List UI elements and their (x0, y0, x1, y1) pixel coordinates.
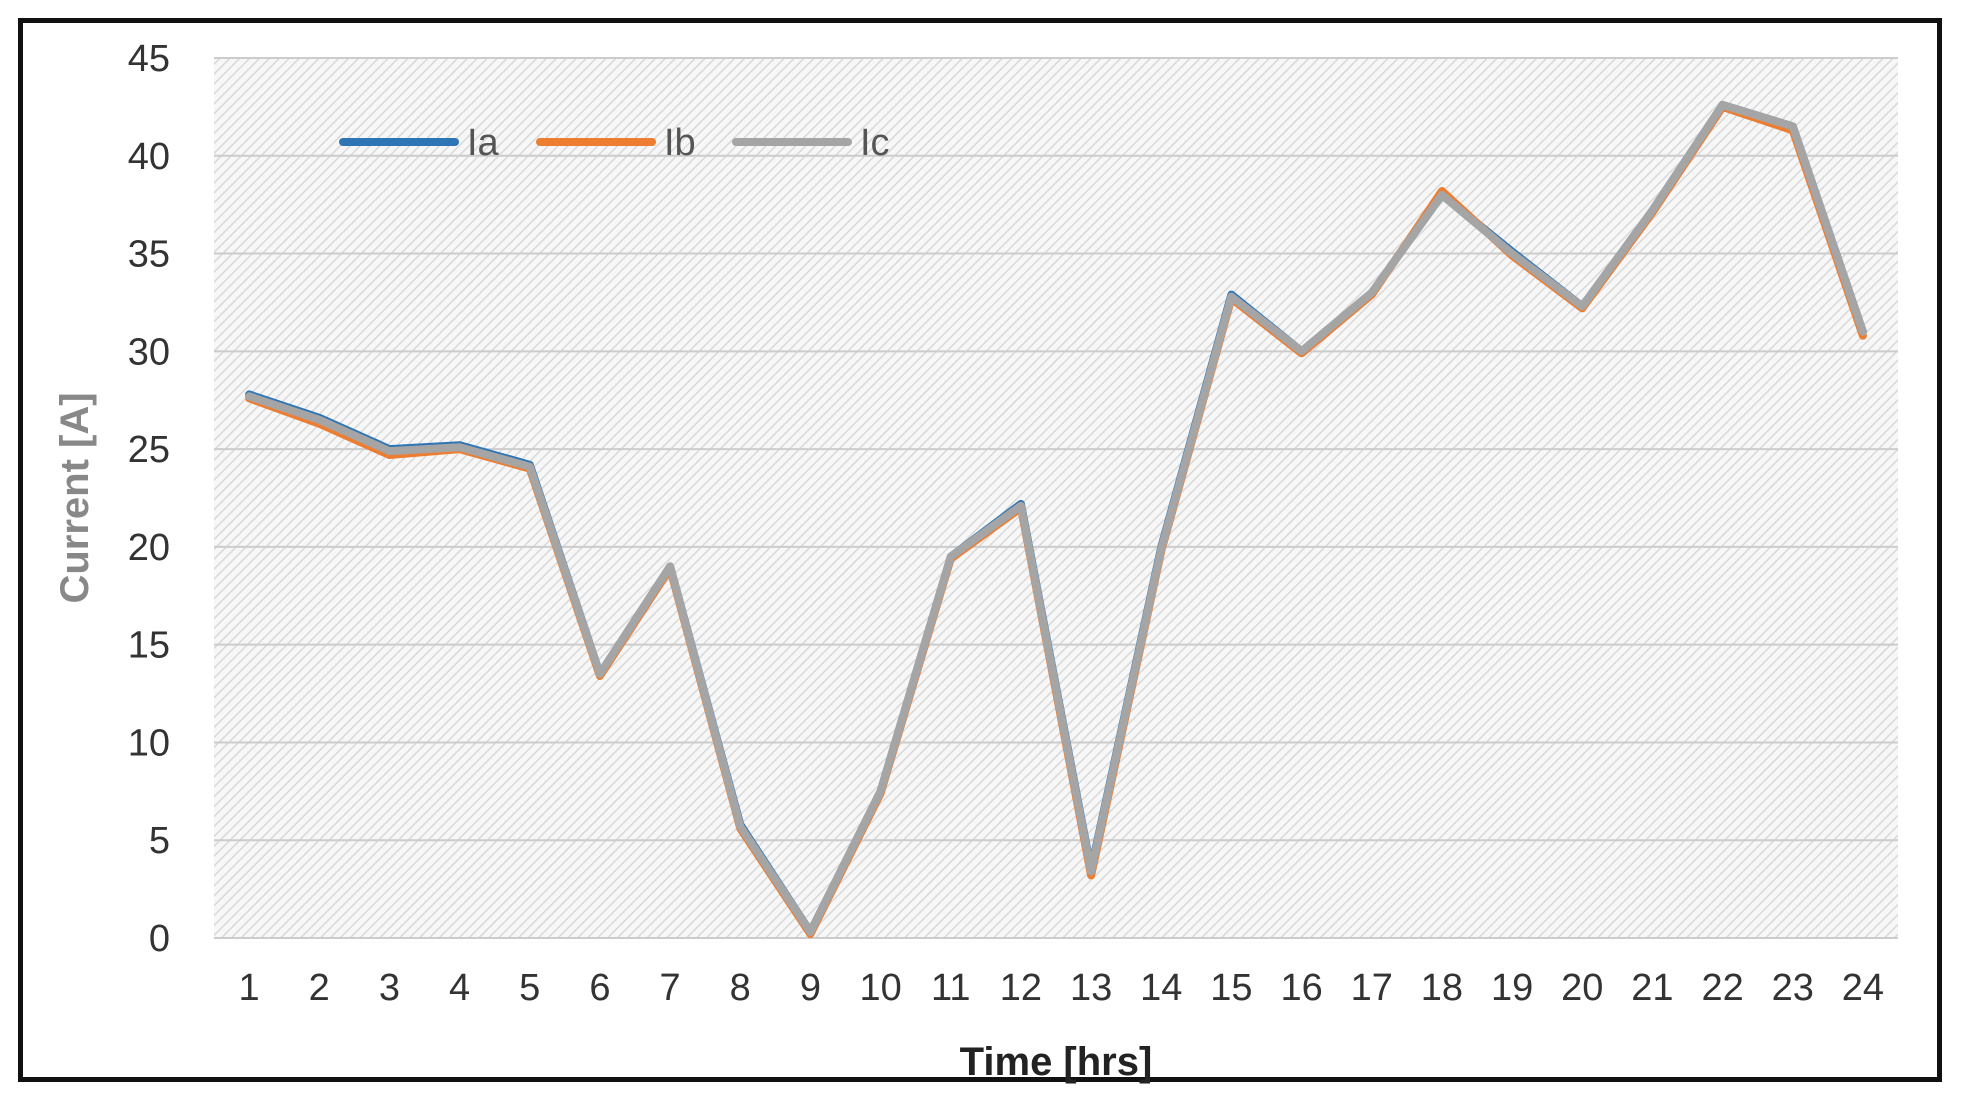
y-tick-label: 0 (149, 918, 170, 960)
x-tick-label: 10 (859, 967, 901, 1009)
x-tick-label: 9 (800, 967, 821, 1009)
x-tick-label: 5 (519, 967, 540, 1009)
x-tick-label: 15 (1210, 967, 1252, 1009)
x-tick-label: 3 (379, 967, 400, 1009)
x-tick-label: 21 (1631, 967, 1673, 1009)
plot-area (214, 58, 1898, 938)
x-tick-label: 6 (589, 967, 610, 1009)
x-tick-label: 16 (1280, 967, 1322, 1009)
y-tick-label: 30 (128, 331, 170, 373)
y-tick-label: 15 (128, 625, 170, 667)
legend-label-ic: Ic (860, 122, 890, 164)
x-tick-label: 13 (1070, 967, 1112, 1009)
legend-label-ib: Ib (664, 122, 696, 164)
x-axis-title: Time [hrs] (960, 1040, 1153, 1084)
y-tick-label: 10 (128, 722, 170, 764)
x-tick-label: 4 (449, 967, 470, 1009)
y-tick-label: 40 (128, 136, 170, 178)
y-axis-title: Current [A] (53, 392, 97, 603)
series-line-ic (245, 100, 1867, 937)
gridlines (214, 57, 1898, 939)
x-tick-label: 8 (730, 967, 751, 1009)
x-tick-label: 14 (1140, 967, 1182, 1009)
y-axis-ticks: 0 5 10 15 20 25 30 35 40 45 (128, 38, 170, 960)
x-tick-label: 19 (1491, 967, 1533, 1009)
x-tick-label: 11 (931, 967, 970, 1009)
y-tick-label: 35 (128, 234, 170, 276)
x-tick-label: 12 (1000, 967, 1042, 1009)
x-tick-label: 23 (1772, 967, 1814, 1009)
y-tick-label: 20 (128, 527, 170, 569)
x-tick-label: 22 (1701, 967, 1743, 1009)
x-tick-label: 7 (660, 967, 681, 1009)
x-tick-label: 18 (1421, 967, 1463, 1009)
legend: Ia Ib Ic (339, 122, 890, 164)
x-tick-label: 2 (309, 967, 330, 1009)
x-tick-label: 20 (1561, 967, 1603, 1009)
x-axis-ticks: 1 2 3 4 5 6 7 8 9 10 11 12 13 14 15 16 17 18 19 20 21 22 23 24 (239, 967, 1885, 1009)
x-tick-label: 1 (239, 967, 260, 1009)
x-tick-label: 24 (1842, 967, 1884, 1009)
y-tick-label: 5 (149, 820, 170, 862)
y-tick-label: 45 (128, 38, 170, 80)
legend-label-ia: Ia (467, 122, 500, 164)
series-group (245, 100, 1867, 939)
x-tick-label: 17 (1351, 967, 1393, 1009)
y-tick-label: 25 (128, 429, 170, 471)
